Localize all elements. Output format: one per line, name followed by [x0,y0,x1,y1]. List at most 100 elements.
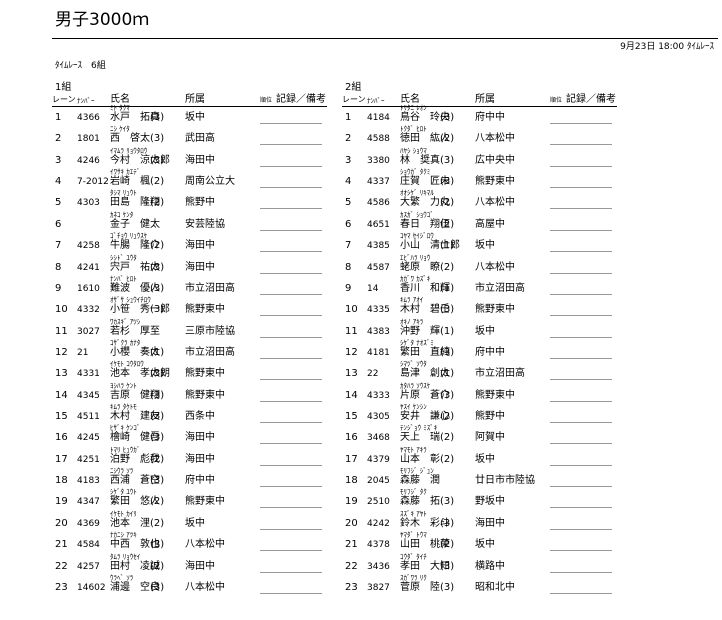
lane: 2 [55,133,62,145]
title: 男子3000ｍ [55,10,150,30]
grade: (3) [440,346,455,358]
bib-number: 4333 [367,390,390,401]
grade: (3) [440,112,455,123]
bib-number: 4242 [367,518,390,529]
record-line [550,272,612,274]
record-line [260,272,322,274]
affiliation: 海田中 [185,261,215,273]
athlete-name: 孝田 大知 [400,560,450,572]
athlete-name: 牛腸 隆介 [110,240,160,252]
name-kana: ｴﾋﾞﾊﾗ ﾘｮｳ [400,253,431,262]
bib-number: 4337 [367,177,390,188]
athlete-name: 繁田 悠人 [110,496,160,508]
grade: (3) [150,261,165,273]
athlete-name: 繁田 直純 [400,346,450,358]
lane: 23 [345,581,358,593]
name-kana: ﾋｻﾞｷ ｹﾝｺﾞ [110,424,141,433]
record-line [550,165,612,167]
name-kana: ｼﾏﾂﾞ ｿｳﾀ [400,360,427,369]
bib-number: 3827 [367,582,390,593]
record-line [260,507,322,509]
lane: 10 [55,304,68,316]
affiliation: 坂中 [185,112,205,123]
athlete-name: 檜崎 健吾 [110,432,160,444]
bib-number: 4245 [77,433,100,444]
record-line [260,464,322,466]
athlete-name: 小笹 秀一郎 [110,304,170,316]
affiliation: 市立沼田高 [185,282,235,294]
bib-number: 4335 [367,305,390,316]
record-line [550,379,612,381]
athlete-name: 森藤 拓 [400,496,440,508]
lane: 21 [345,539,358,551]
affiliation: 海田中 [475,517,505,529]
athlete-name: 木村 建友 [110,411,160,423]
athlete-name: 難波 優人 [110,282,160,294]
affiliation: 府中中 [475,112,505,123]
record-line [550,592,612,594]
affiliation: 坂中 [475,240,495,252]
lane: 6 [55,218,62,230]
record-line [260,251,322,253]
athlete-name: 岩崎 楓 [110,176,150,188]
lane: 21 [55,539,68,551]
record-line [550,422,612,424]
col-record: 記録／備考 [276,94,326,105]
lane: 7 [55,240,62,252]
affiliation: 坂中 [185,517,205,529]
column-rule [342,106,617,107]
name-kana: ｶﾀﾊﾗ ｿｳｽｹ [400,381,431,390]
affiliation: 海田中 [185,154,215,166]
affiliation: 市立沼田高 [475,368,525,380]
bib-number: 4511 [77,412,100,423]
col-name: 氏名 [400,94,420,105]
lane: 10 [345,304,358,316]
bib-number: 14602 [77,582,106,593]
name-kana: ﾔｽｲ ｹﾝｼﾝ [400,403,427,412]
col-name: 氏名 [110,94,130,105]
bib-number: 4587 [367,262,390,273]
grade: (2) [440,197,455,209]
col-rank: 順位 [260,97,273,104]
bib-number: 2045 [367,476,390,487]
record-line [550,251,612,253]
record-line [260,443,322,445]
name-kana: ｳﾗﾍﾞ ｿﾗ [110,573,134,582]
grade: (2) [440,453,455,465]
name-kana: ﾓﾘﾌｼﾞ ﾀｸ [400,488,427,497]
name-kana: ｲｹﾓﾄ ｶｲﾘ [110,509,137,518]
record-line [550,144,612,146]
affiliation: 武田高 [185,133,215,145]
col-lane: レーン [52,95,76,104]
grade: (1) [440,325,455,337]
name-kana: ｵｵｼｹﾞ ﾘｷﾏﾙ [400,189,434,198]
lane: 19 [345,496,358,508]
record-line [260,315,322,317]
bib-number: 3436 [367,561,390,572]
grade: (2) [150,496,165,508]
grade: (2) [150,453,165,465]
lane: 6 [345,218,352,230]
lane: 14 [55,389,68,401]
name-kana: ﾄﾘﾀﾆ ﾚｵﾝ [400,104,427,112]
athlete-name: 徳田 紘人 [400,133,450,145]
affiliation: 三原市陸協 [185,325,235,337]
record-line [260,379,322,381]
athlete-name: 宍戸 祐太 [110,261,160,273]
affiliation: 府中中 [475,346,505,358]
grade: (3) [150,282,165,294]
affiliation: 八本松中 [475,261,515,273]
lane: 11 [345,325,358,337]
athlete-name: 浦邊 空良 [110,581,160,593]
bib-number: 4588 [367,134,390,145]
record-line [550,208,612,210]
athlete-name: 田村 凌誠 [110,560,160,572]
affiliation: 熊野東中 [185,496,225,508]
bib-number: 4331 [77,369,100,380]
name-kana: ｽｶﾞﾜﾗ ﾘｸ [400,573,427,582]
name-kana: ﾖｼﾊﾗ ｹﾝﾄ [110,381,137,390]
record-line [260,336,322,338]
record-line [260,293,322,295]
name-kana: ﾄｸﾀﾞ ﾋﾛﾄ [400,125,427,134]
athlete-name: 片原 蒼介 [400,389,450,401]
